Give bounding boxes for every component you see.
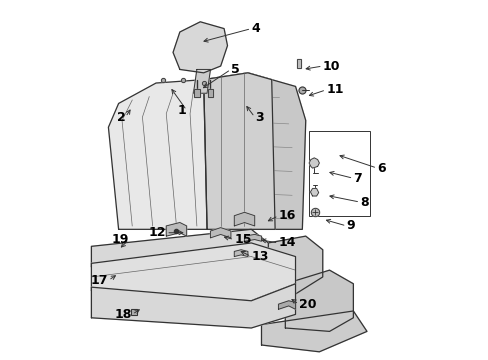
Text: 12: 12 [148,226,166,239]
Polygon shape [203,73,305,229]
Text: 7: 7 [353,172,362,185]
Polygon shape [261,311,366,352]
Bar [194,89,199,96]
Polygon shape [310,189,318,196]
Polygon shape [108,80,206,229]
Polygon shape [173,22,227,73]
Text: 16: 16 [278,209,295,222]
Polygon shape [91,229,268,280]
Polygon shape [308,158,319,168]
Text: 20: 20 [298,298,316,311]
Text: 8: 8 [360,195,368,208]
Text: 2: 2 [117,111,125,123]
Polygon shape [166,222,186,236]
Text: 10: 10 [322,59,340,72]
Bar [297,59,301,68]
Polygon shape [91,243,295,301]
Polygon shape [210,228,230,238]
Text: 9: 9 [346,220,354,233]
Text: 11: 11 [325,84,343,96]
Text: 14: 14 [278,237,295,249]
Text: 13: 13 [251,250,268,263]
Bar [207,89,213,96]
Polygon shape [193,69,210,93]
Text: 19: 19 [111,233,128,246]
Text: 18: 18 [115,308,132,321]
Text: 5: 5 [230,63,239,76]
Bar [297,59,301,68]
Polygon shape [251,236,322,294]
Text: 6: 6 [376,162,385,175]
Polygon shape [244,234,261,241]
Polygon shape [91,284,295,328]
Polygon shape [278,301,295,309]
Bar [194,89,199,96]
Polygon shape [285,270,353,332]
Text: 15: 15 [234,233,251,246]
Text: 17: 17 [91,274,108,287]
Polygon shape [234,212,254,226]
Text: 3: 3 [254,111,263,123]
Text: 1: 1 [178,104,186,117]
Polygon shape [234,250,247,257]
Bar [308,131,369,216]
Polygon shape [203,73,275,229]
Text: 4: 4 [251,22,260,35]
Bar [207,89,213,96]
